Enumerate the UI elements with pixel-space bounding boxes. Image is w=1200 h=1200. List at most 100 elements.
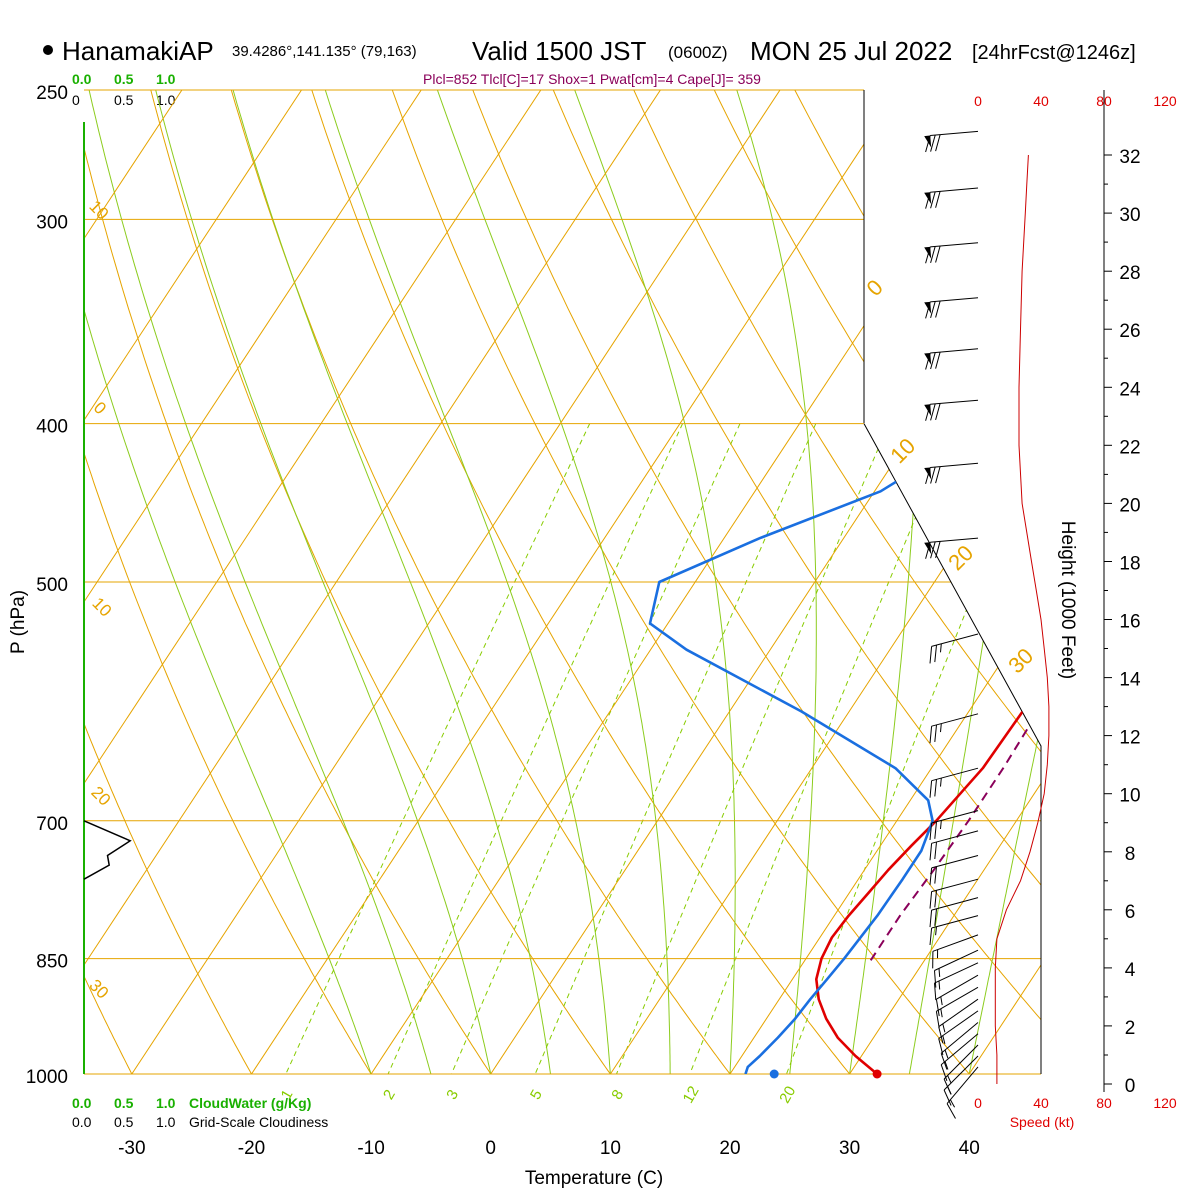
wind-barb — [924, 130, 979, 153]
isotherm-label-30: 30 — [1003, 643, 1038, 678]
wind-barb — [929, 855, 979, 885]
mixing-ratio-1 — [387, 423, 684, 1074]
left-isotherm-label-4: 30 — [85, 976, 112, 1003]
left-isotherm-label-1: 0 — [90, 398, 110, 418]
stability-indices: Plcl=852 Tlcl[C]=17 Shox=1 Pwat[cm]=4 Ca… — [423, 71, 761, 87]
moist-adiabat-2 — [155, 90, 492, 1074]
height-tick-30: 30 — [1119, 205, 1140, 226]
moist-adiabat-4 — [324, 90, 611, 1074]
height-tick-20: 20 — [1119, 495, 1140, 516]
temperature-profile — [814, 144, 1041, 1074]
temp-tick-20: 20 — [719, 1138, 740, 1159]
wind-barb — [924, 242, 979, 264]
dry-adiabat-4 — [143, 90, 616, 1074]
speed-axis-label: Speed (kt) — [1010, 1114, 1075, 1130]
cw-top-tick-0: 0.0 — [72, 71, 92, 87]
isotherm-40 — [968, 90, 1041, 1074]
dry-adiabat-2 — [84, 90, 376, 1074]
isotherm--70 — [84, 90, 322, 1074]
pressure-labels: 250 300 400 500 700 850 1000 — [26, 83, 68, 1088]
gc-tick-1: 0.5 — [114, 1114, 134, 1130]
wind-barb — [935, 974, 979, 1017]
height-tick-12: 12 — [1119, 728, 1140, 749]
dry-adiabats — [84, 90, 1041, 1074]
wind-barb — [929, 878, 979, 909]
height-tick-0: 0 — [1125, 1076, 1136, 1097]
valid-time: Valid 1500 JST — [472, 36, 647, 66]
station-bullet — [43, 45, 53, 55]
height-tick-22: 22 — [1119, 437, 1140, 458]
dry-adiabat-9 — [540, 90, 1041, 1074]
height-axis-label: Height (1000 Feet) — [1057, 521, 1078, 679]
wind-barb — [932, 934, 979, 969]
cloudiness-label: Grid-Scale Cloudiness — [189, 1114, 328, 1130]
pressure-label-850: 850 — [36, 952, 68, 973]
gc-top-tick-0: 0 — [72, 92, 80, 108]
speed-bottom-0: 0 — [974, 1095, 982, 1111]
wind-speed-profile — [994, 154, 1050, 1084]
wind-barb — [934, 962, 979, 1001]
isotherm-30 — [849, 90, 1041, 1074]
moist-adiabat-0 — [84, 90, 372, 1074]
cw-top-tick-1: 0.5 — [114, 71, 134, 87]
isotherm-label-20: 20 — [943, 540, 978, 575]
dry-adiabat-3 — [84, 90, 496, 1074]
speed-bottom-40: 40 — [1033, 1095, 1049, 1111]
height-tick-18: 18 — [1119, 554, 1140, 575]
sounding-series — [648, 143, 1041, 1074]
mixing-ratio-2 — [450, 423, 741, 1074]
x-axis-label: Temperature (C) — [525, 1168, 663, 1189]
moist-adiabat-5 — [436, 90, 671, 1074]
dry-adiabat-5 — [222, 90, 736, 1074]
y-axis-label: P (hPa) — [8, 590, 29, 654]
gc-tick-2: 1.0 — [156, 1114, 176, 1130]
temp-tick--20: -20 — [238, 1138, 265, 1159]
dry-adiabat-10 — [620, 90, 1041, 1074]
surface-dewpoint — [769, 1069, 779, 1079]
wind-barb — [938, 998, 979, 1044]
speed-top-0: 0 — [974, 93, 982, 109]
station-name: HanamakiAP — [62, 36, 214, 66]
height-tick-16: 16 — [1119, 612, 1140, 633]
height-tick-4: 4 — [1125, 960, 1136, 981]
isotherm--20 — [251, 90, 920, 1074]
dry-adiabat-6 — [302, 90, 856, 1074]
isotherm-label-0: 0 — [862, 275, 888, 301]
wind-barb — [935, 986, 979, 1029]
wind-barb — [940, 1022, 979, 1070]
cloudiness-scale-bottom: 0.0 0.5 1.0 Grid-Scale Cloudiness — [72, 1114, 328, 1130]
mixing-ratio-5 — [689, 423, 956, 1074]
wind-barb — [924, 537, 979, 559]
isotherm-label-10: 10 — [885, 433, 920, 468]
cw-top-tick-2: 1.0 — [156, 71, 176, 87]
temp-tick-30: 30 — [839, 1138, 860, 1159]
mixing-ratio-label-3: 5 — [527, 1087, 546, 1103]
isotherm--40 — [84, 90, 680, 1074]
isotherm--80 — [84, 90, 202, 1074]
wind-barb — [929, 915, 979, 946]
dry-adiabat-15 — [1018, 90, 1041, 1074]
moist-adiabat-3 — [232, 90, 551, 1074]
wind-barb — [929, 713, 979, 744]
surface-temperature — [872, 1069, 882, 1079]
temp-tick--10: -10 — [357, 1138, 384, 1159]
cloudwater-scale-bottom: 0.0 0.5 1.0 CloudWater (g/Kg) — [72, 1095, 311, 1111]
valid-date: MON 25 Jul 2022 — [750, 36, 952, 66]
cloudwater-scale-top: 0.0 0.5 1.0 — [72, 71, 176, 87]
dry-adiabat-8 — [461, 90, 1041, 1074]
isotherm-0 — [490, 90, 1041, 1074]
surface-points — [769, 1069, 882, 1079]
wind-barb — [929, 897, 979, 928]
cw-tick-1: 0.5 — [114, 1095, 134, 1111]
mixing-ratio-label-2: 3 — [443, 1087, 462, 1103]
gc-top-tick-1: 0.5 — [114, 92, 134, 108]
cw-tick-0: 0.0 — [72, 1095, 92, 1111]
dry-adiabat-13 — [859, 90, 1041, 1074]
pressure-label-700: 700 — [36, 814, 68, 835]
mixing-ratio-label-1: 2 — [380, 1087, 399, 1103]
moist-adiabat-1 — [88, 90, 432, 1074]
temp-tick-40: 40 — [959, 1138, 980, 1159]
wind-barbs — [924, 130, 979, 1119]
mixing-ratio-label-4: 8 — [608, 1087, 627, 1103]
